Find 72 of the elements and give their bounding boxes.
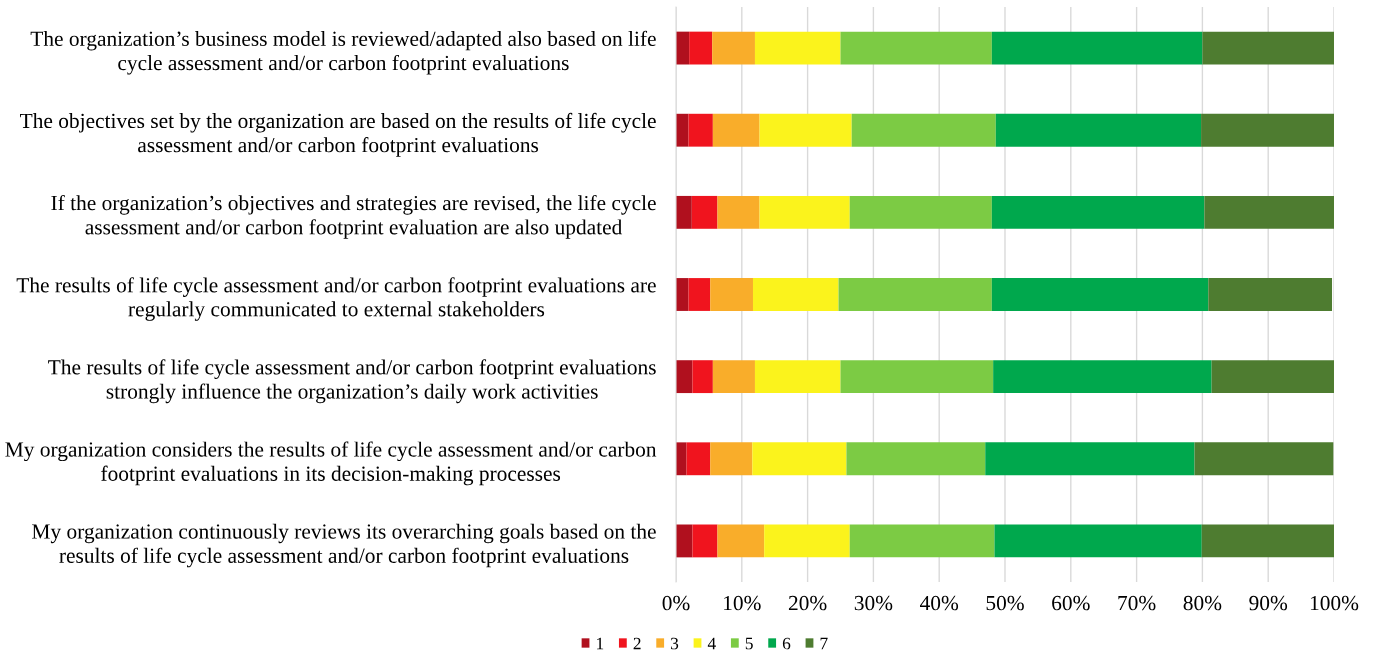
bar xyxy=(849,195,992,229)
legend-label: 2 xyxy=(633,637,641,650)
bar xyxy=(991,278,1209,311)
bar xyxy=(994,524,1202,558)
bar xyxy=(676,442,687,476)
x-tick-label: 60% xyxy=(1052,595,1090,611)
legend-label: 1 xyxy=(597,637,604,650)
bar xyxy=(1208,278,1333,311)
y-tick-label: My organization continuously reviews its overarching goals based on the results of life cycle assessment and/or carbon footprint evaluations xyxy=(32,523,656,568)
bar xyxy=(712,31,755,65)
bar xyxy=(849,524,995,558)
legend-label: 7 xyxy=(820,637,828,650)
x-tick-label: 50% xyxy=(986,595,1024,611)
bar xyxy=(991,195,1205,229)
x-tick-label: 80% xyxy=(1183,595,1222,611)
legend-label: 5 xyxy=(745,637,753,650)
bar xyxy=(712,360,755,394)
y-tick-label: The organization’s business model is reviewed/adapted also based on life cycle assessment and/or carbon footprint evaluations xyxy=(30,30,656,75)
bar xyxy=(688,278,711,311)
y-tick-label: The results of life cycle assessment and/or carbon footprint evaluations strongly influence the organization’s daily work activities xyxy=(48,359,656,404)
bar xyxy=(717,195,760,229)
bar xyxy=(1194,442,1334,476)
bar xyxy=(846,442,986,476)
bar xyxy=(676,360,693,394)
bar xyxy=(691,195,718,229)
legend-label: 6 xyxy=(782,637,791,650)
bar xyxy=(710,278,753,311)
bar xyxy=(851,113,996,147)
bar xyxy=(712,113,760,147)
bar xyxy=(840,360,994,394)
bar xyxy=(985,442,1195,476)
bar xyxy=(840,31,992,65)
legend-label: 4 xyxy=(707,637,716,650)
bar xyxy=(752,442,847,476)
bar xyxy=(686,442,711,476)
x-tick-label: 10% xyxy=(724,595,761,611)
bar xyxy=(1202,31,1334,65)
bar xyxy=(1211,360,1334,394)
x-tick-label: 70% xyxy=(1118,595,1156,611)
bar xyxy=(838,278,992,311)
bar xyxy=(991,31,1203,65)
bar xyxy=(995,113,1202,147)
bar xyxy=(689,31,713,65)
y-tick-label: The objectives set by the organization are based on the results of life cycle assessment and/or carbon footprint evaluations xyxy=(20,112,656,157)
bar xyxy=(752,278,839,311)
bar xyxy=(759,113,852,147)
bar xyxy=(710,442,753,476)
bar xyxy=(993,360,1212,394)
y-tick-label: The results of life cycle assessment and/or carbon footprint evaluations are regularly communicated to external stakeholders xyxy=(16,277,656,321)
bar xyxy=(717,524,765,558)
bar xyxy=(676,195,692,229)
bar xyxy=(1204,195,1334,229)
bar xyxy=(692,524,718,558)
x-tick-label: 20% xyxy=(788,595,827,611)
x-tick-label: 0% xyxy=(662,595,690,611)
bar xyxy=(754,31,841,65)
bar xyxy=(764,524,850,558)
bar xyxy=(676,278,689,311)
x-tick-label: 100% xyxy=(1310,595,1359,611)
bar xyxy=(759,195,850,229)
y-tick-label: If the organization’s objectives and strategies are revised, the life cycle assessment and/or carbon footprint evaluation are also updated xyxy=(51,194,656,239)
x-tick-label: 30% xyxy=(854,595,893,611)
bar xyxy=(676,113,689,147)
x-tick-label: 90% xyxy=(1249,595,1288,611)
bar xyxy=(1201,113,1334,147)
bar xyxy=(1201,524,1334,558)
bar xyxy=(688,113,713,147)
bar xyxy=(754,360,841,394)
legend-label: 3 xyxy=(671,637,679,650)
bar xyxy=(692,360,713,394)
y-tick-label: My organization considers the results of life cycle assessment and/or carbon footprint evaluations in its decision-making processes xyxy=(5,441,657,486)
x-tick-label: 40% xyxy=(920,595,959,611)
